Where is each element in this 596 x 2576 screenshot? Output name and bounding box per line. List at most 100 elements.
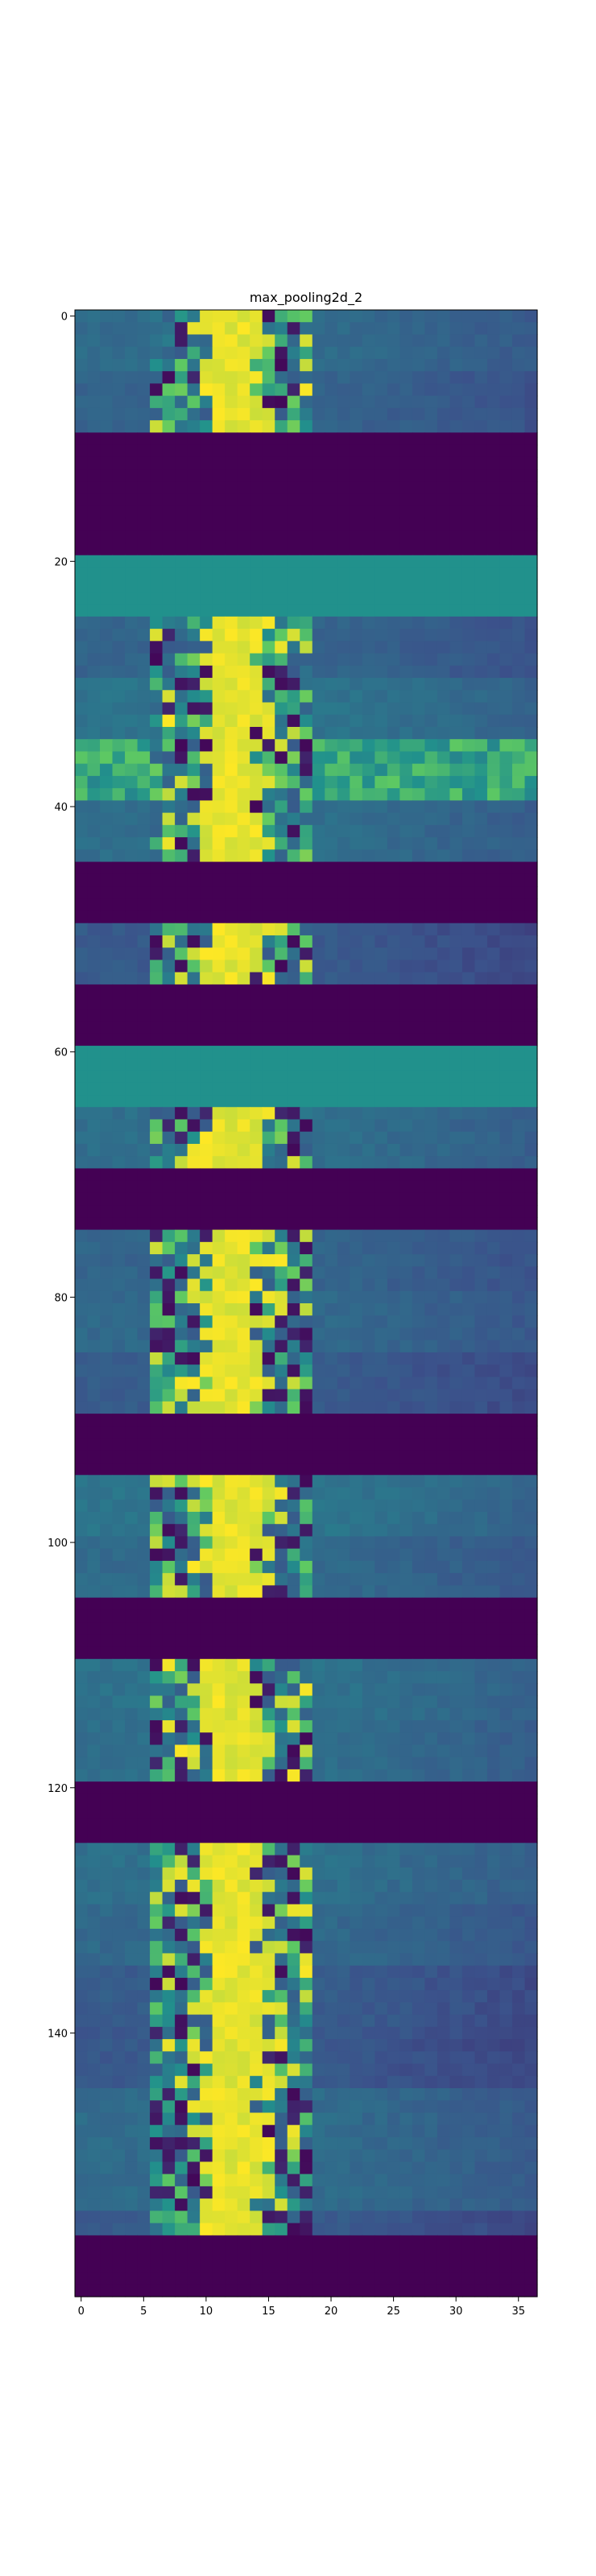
heatmap-cell xyxy=(87,1058,101,1071)
heatmap-cell xyxy=(486,1143,501,1157)
heatmap-cell xyxy=(499,1487,513,1501)
heatmap-cell xyxy=(486,1769,501,1782)
heatmap-cell xyxy=(250,383,263,397)
heatmap-cell xyxy=(250,1229,263,1243)
heatmap-cell xyxy=(137,800,151,814)
heatmap-cell xyxy=(87,1867,101,1880)
heatmap-cell xyxy=(262,1033,275,1046)
heatmap-cell xyxy=(399,1315,413,1329)
heatmap-cell xyxy=(337,371,350,384)
heatmap-cell xyxy=(150,1831,163,1843)
heatmap-cell xyxy=(511,1511,526,1525)
heatmap-cell xyxy=(387,1536,400,1550)
heatmap-cell xyxy=(337,873,350,887)
heatmap-cell xyxy=(200,1585,213,1599)
heatmap-cell xyxy=(437,861,450,875)
heatmap-cell xyxy=(150,1401,163,1414)
heatmap-cell xyxy=(175,824,188,838)
heatmap-cell xyxy=(112,1254,126,1267)
heatmap-cell xyxy=(287,1438,300,1451)
heatmap-cell xyxy=(262,678,275,691)
heatmap-cell xyxy=(337,1892,350,1905)
heatmap-cell xyxy=(337,1953,350,1967)
heatmap-cell xyxy=(212,1524,226,1538)
heatmap-cell xyxy=(200,1009,213,1022)
heatmap-cell xyxy=(150,1438,163,1451)
heatmap-cell xyxy=(125,1855,139,1868)
heatmap-cell xyxy=(387,518,400,531)
heatmap-cell xyxy=(287,1254,300,1267)
heatmap-cell xyxy=(424,824,438,838)
heatmap-cell xyxy=(387,1524,400,1538)
heatmap-cell xyxy=(212,690,226,704)
heatmap-cell xyxy=(449,812,463,826)
heatmap-cell xyxy=(212,1131,226,1145)
heatmap-cell xyxy=(412,997,425,1009)
heatmap-cell xyxy=(250,886,263,899)
heatmap-cell xyxy=(262,1021,275,1034)
heatmap-cell xyxy=(137,555,151,568)
heatmap-cell xyxy=(287,592,300,605)
heatmap-cell xyxy=(387,1315,400,1329)
heatmap-cell xyxy=(412,383,425,397)
heatmap-cell xyxy=(75,1585,89,1599)
heatmap-cell xyxy=(424,898,438,912)
heatmap-cell xyxy=(437,997,450,1009)
heatmap-cell xyxy=(125,1205,139,1218)
heatmap-cell xyxy=(449,972,463,985)
heatmap-cell xyxy=(237,604,250,617)
heatmap-cell xyxy=(262,1904,275,1918)
heatmap-cell xyxy=(125,1290,139,1304)
heatmap-cell xyxy=(150,1744,163,1758)
heatmap-cell xyxy=(75,972,89,985)
heatmap-cell xyxy=(461,997,476,1009)
heatmap-cell xyxy=(449,1241,463,1255)
heatmap-cell xyxy=(250,1131,263,1145)
heatmap-cell xyxy=(75,1732,89,1746)
heatmap-cell xyxy=(287,1021,300,1034)
heatmap-cell xyxy=(499,1855,513,1868)
heatmap-cell xyxy=(75,1536,89,1550)
heatmap-cell xyxy=(187,1597,201,1611)
heatmap-cell xyxy=(362,1180,375,1194)
heatmap-cell xyxy=(250,1217,263,1231)
heatmap-cell xyxy=(511,947,526,961)
heatmap-cell xyxy=(362,702,375,716)
heatmap-cell xyxy=(350,1757,363,1770)
heatmap-cell xyxy=(350,346,363,360)
heatmap-cell xyxy=(399,420,413,433)
heatmap-cell xyxy=(486,1266,501,1280)
heatmap-cell xyxy=(325,1119,338,1133)
heatmap-cell xyxy=(112,812,126,826)
heatmap-cell xyxy=(225,1831,238,1843)
heatmap-cell xyxy=(449,1021,463,1034)
heatmap-cell xyxy=(175,1634,188,1648)
heatmap-cell xyxy=(137,432,151,446)
heatmap-cell xyxy=(150,775,163,789)
heatmap-cell xyxy=(387,629,400,642)
heatmap-cell xyxy=(150,1769,163,1782)
heatmap-cell xyxy=(237,371,250,384)
heatmap-cell xyxy=(499,1794,513,1807)
heatmap-cell xyxy=(250,1867,263,1880)
heatmap-cell xyxy=(175,1389,188,1402)
heatmap-cell xyxy=(511,910,526,924)
heatmap-cell xyxy=(524,1254,538,1267)
heatmap-cell xyxy=(125,653,139,667)
heatmap-cell xyxy=(150,1327,163,1341)
heatmap-cell xyxy=(225,1646,238,1660)
heatmap-cell xyxy=(412,1278,425,1292)
heatmap-cell xyxy=(275,1021,288,1034)
heatmap-cell xyxy=(187,1009,201,1022)
heatmap-cell xyxy=(212,984,226,997)
heatmap-cell xyxy=(412,1831,425,1843)
heatmap-cell xyxy=(499,1548,513,1562)
heatmap-cell xyxy=(175,432,188,446)
heatmap-cell xyxy=(112,898,126,912)
heatmap-cell xyxy=(262,1463,275,1476)
heatmap-cell xyxy=(225,1340,238,1353)
heatmap-cell xyxy=(87,1622,101,1635)
heatmap-cell xyxy=(187,1843,201,1856)
heatmap-cell xyxy=(524,1585,538,1599)
heatmap-cell xyxy=(300,788,313,801)
